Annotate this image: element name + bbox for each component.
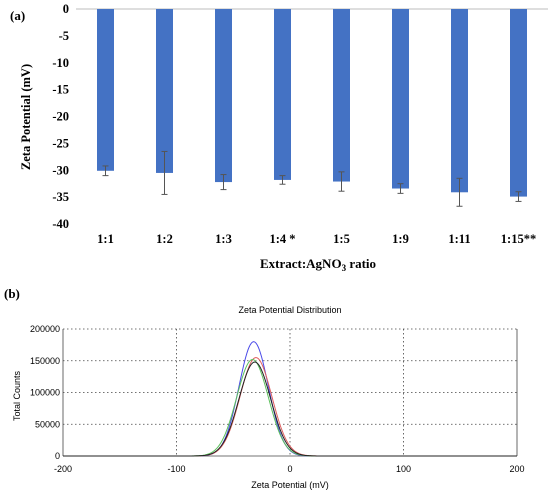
panel-b-x-tick-label: 100 <box>396 464 411 474</box>
panel-a-bar <box>156 9 173 173</box>
panel-a-y-tick-label: -10 <box>52 56 69 70</box>
panel-a-bar <box>510 9 527 197</box>
panel-a-category-label: 1:3 <box>215 232 232 246</box>
panel-a-y-tick-label: -30 <box>52 163 69 177</box>
panel-a-category-label: 1:9 <box>392 232 409 246</box>
panel-b-x-tick-label: 200 <box>509 464 524 474</box>
panel-a-y-tick-label: -40 <box>52 217 69 231</box>
panel-b-curve <box>63 341 517 457</box>
panel-a-y-axis-label: Zeta Potential (mV) <box>19 64 33 170</box>
panel-b-y-tick-label: 50000 <box>35 419 60 429</box>
panel-a-category-label: 1:4 * <box>269 232 295 246</box>
panel-a-y-tick-label: 0 <box>63 2 69 16</box>
panel-b-y-tick-label: 100000 <box>30 388 60 398</box>
panel-b-y-tick-label: 200000 <box>30 324 60 334</box>
panel-a-bars <box>97 9 527 197</box>
panel-a-y-tick-label: -35 <box>52 190 69 204</box>
panel-a-category-label: 1:11 <box>448 232 470 246</box>
panel-a-bar <box>215 9 232 183</box>
panel-a-y-tick-label: -20 <box>52 110 69 124</box>
panel-b-x-tick-label: 0 <box>287 464 292 474</box>
panel-b-y-tick-label: 0 <box>55 451 60 461</box>
panel-a-x-axis-label: Extract:AgNO3 ratio <box>260 256 376 273</box>
panel-b-x-axis-label: Zeta Potential (mV) <box>251 480 329 490</box>
panel-b-y-tick-label: 150000 <box>30 356 60 366</box>
panel-b-grid <box>62 328 518 457</box>
panel-a-bar <box>274 9 291 180</box>
panel-a-bar <box>333 9 350 182</box>
panel-a-bar <box>392 9 409 189</box>
panel-a-category-label: 1:5 <box>333 232 350 246</box>
panel-a-y-tick-label: -5 <box>59 29 69 43</box>
panel-a-category-label: 1:2 <box>156 232 173 246</box>
panel-b-x-tick-label: -100 <box>167 464 185 474</box>
panel-a-y-ticks: 0 -5 -10 -15 -20 -25 -30 -35 -40 <box>52 2 69 231</box>
panel-a-category-label: 1:1 <box>97 232 114 246</box>
panel-b-tag: (b) <box>4 286 20 301</box>
panel-b-x-tick-label: -200 <box>54 464 72 474</box>
panel-a-bar <box>97 9 114 171</box>
panel-a-tag: (a) <box>10 8 25 23</box>
panel-b-curve <box>63 361 517 457</box>
panel-a-category-label: 1:15** <box>501 232 536 246</box>
panel-b-curves <box>63 341 517 457</box>
panel-a-y-tick-label: -25 <box>52 136 69 150</box>
panel-b-title: Zeta Potential Distribution <box>238 305 341 315</box>
panel-b-y-axis-label: Total Counts <box>12 370 22 421</box>
panel-a-error-bars <box>102 150 522 207</box>
panel-a-y-tick-label: -15 <box>52 83 69 97</box>
panel-b-ticks: 0 50000 100000 150000 200000 -200 -100 0 100 200 <box>30 324 525 474</box>
panel-a-category-labels: 1:1 1:2 1:3 1:4 * 1:5 1:9 1:11 1:15** <box>97 232 536 246</box>
panel-a-bar <box>451 9 468 193</box>
